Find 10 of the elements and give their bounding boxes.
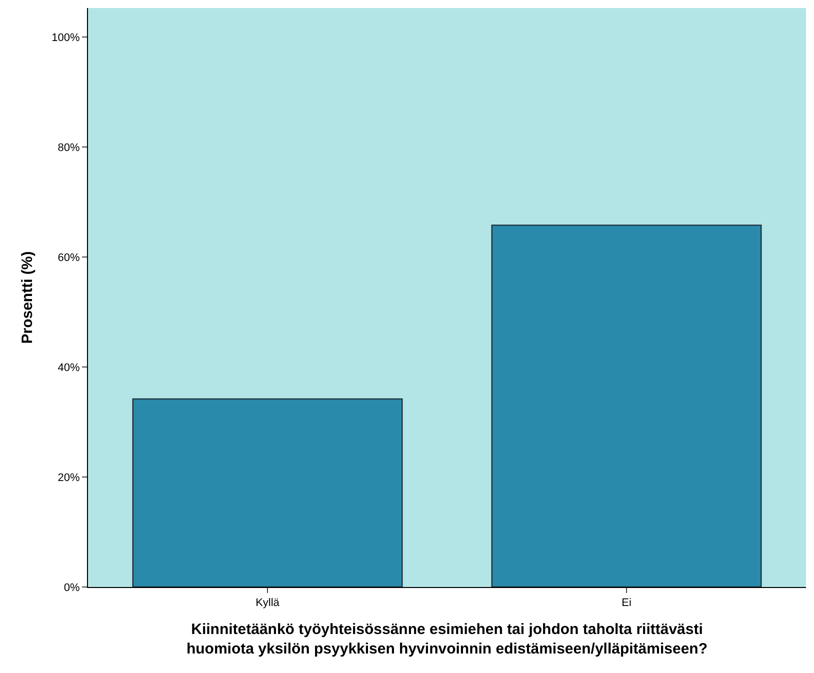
y-tick-label: 0% xyxy=(64,582,80,594)
x-tick-label: Ei xyxy=(622,597,632,610)
y-axis-title: Prosentti (%) xyxy=(18,251,36,344)
x-tick-label: Kyllä xyxy=(256,597,280,610)
y-tick-label: 60% xyxy=(58,252,80,264)
y-tick-label: 100% xyxy=(52,32,80,44)
y-tick-label: 20% xyxy=(58,472,80,484)
y-tick-label: 40% xyxy=(58,362,80,374)
y-tick-label: 80% xyxy=(58,142,80,154)
x-axis-title: Kiinnitetäänkö työyhteisössänne esimiehen tai johdon taholta riittävästi huomiota yksilön psyykkisen hyvinvoinnin edistämiseen/ylläpitämiseen? xyxy=(186,621,708,658)
